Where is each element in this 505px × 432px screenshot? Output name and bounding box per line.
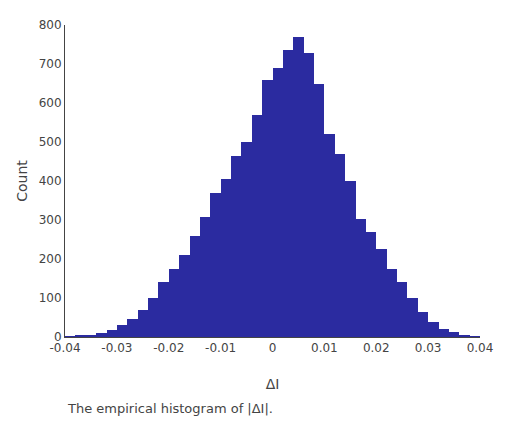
svg-text:Count: Count — [14, 160, 30, 202]
svg-text:400: 400 — [39, 174, 62, 188]
svg-text:-0.02: -0.02 — [153, 341, 184, 355]
svg-text:200: 200 — [39, 252, 62, 266]
svg-text:-0.01: -0.01 — [205, 341, 236, 355]
svg-text:-0.04: -0.04 — [49, 341, 80, 355]
svg-text:300: 300 — [39, 213, 62, 227]
svg-text:-0.03: -0.03 — [101, 341, 132, 355]
svg-text:600: 600 — [39, 96, 62, 110]
svg-text:0.04: 0.04 — [467, 341, 494, 355]
svg-text:100: 100 — [39, 291, 62, 305]
svg-text:500: 500 — [39, 135, 62, 149]
svg-text:700: 700 — [39, 57, 62, 71]
svg-text:0.01: 0.01 — [311, 341, 338, 355]
svg-text:ΔI: ΔI — [266, 376, 280, 392]
svg-text:0.02: 0.02 — [363, 341, 390, 355]
svg-text:The empirical histogram of |ΔI: The empirical histogram of |ΔI|. — [67, 401, 273, 416]
svg-text:800: 800 — [39, 18, 62, 32]
svg-text:0: 0 — [269, 341, 277, 355]
svg-text:0: 0 — [54, 330, 62, 344]
svg-text:0.03: 0.03 — [415, 341, 442, 355]
